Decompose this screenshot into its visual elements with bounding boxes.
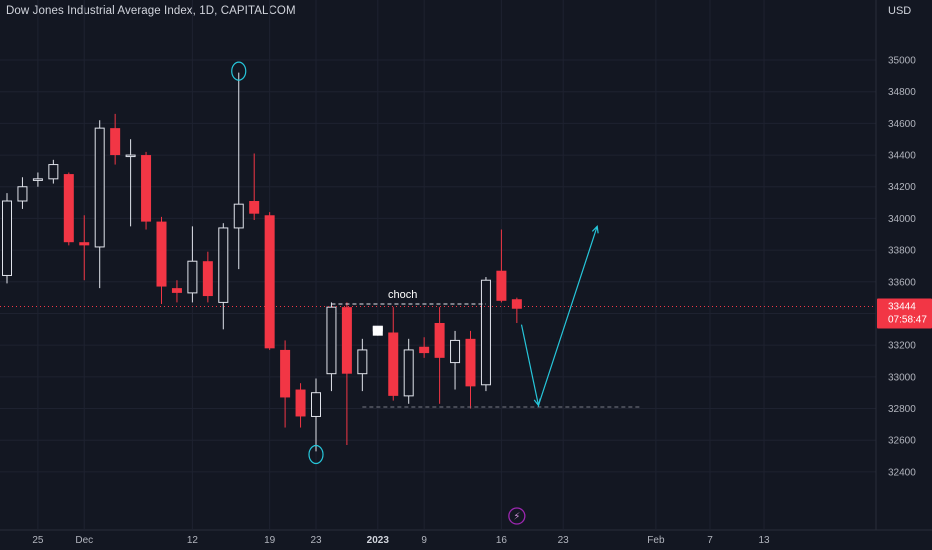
candle-body [511,299,522,309]
candle-body [249,201,260,214]
candle-body [187,260,198,294]
candle-body [171,288,182,293]
event-marker-icon [508,507,526,525]
candle-body [434,322,445,358]
grid [0,0,932,531]
price-tag-countdown: 07:58:47 [888,315,927,326]
candle-body [295,389,306,417]
x-tick-label: 13 [758,535,770,546]
candle-body [264,215,275,349]
candle-body [280,349,291,398]
x-axis: 25 Dec 12 19 23 2023 9 16 23 Feb 7 13 [32,535,770,546]
price-tag-box [877,298,932,329]
candle-body [63,174,74,243]
candle-body [341,307,352,374]
price-tag: 33444 07:58:47 [877,298,932,329]
currency-label: USD [888,5,912,17]
highlight-circle [231,61,247,81]
x-tick-label: 2023 [367,535,390,546]
candle-body [79,242,90,246]
candle-body-marker [372,326,383,336]
y-tick-label: 33600 [888,277,916,288]
candle-body [465,338,476,387]
y-tick-label: 32600 [888,436,916,447]
candle-body [326,306,337,375]
arrow-head-up [591,225,599,234]
projection-arrow [520,226,598,408]
x-tick-label: 23 [558,535,570,546]
price-tag-value: 33444 [888,302,916,313]
x-tick-label: 25 [32,535,44,546]
choch-label: choch [388,289,417,301]
y-tick-label: 32800 [888,404,916,415]
candle-body [388,332,399,396]
candle-body [156,221,167,287]
candle-body [2,200,12,276]
x-tick-label: 23 [310,535,322,546]
y-tick-label: 34800 [888,87,916,98]
x-tick-label: Feb [647,535,665,546]
y-tick-label: 33000 [888,372,916,383]
x-tick-label: 7 [707,535,713,546]
arrow-head-down [533,398,541,407]
candle-body [496,270,507,301]
candle-body [480,279,491,386]
y-tick-label: 33200 [888,341,916,352]
candle-body [233,203,244,229]
x-tick-label: 16 [496,535,508,546]
chart-title: Dow Jones Industrial Average Index, 1D, … [6,5,296,17]
y-tick-label: 34600 [888,119,916,130]
x-tick-label: 12 [187,535,199,546]
y-tick-label: 33800 [888,246,916,257]
candle-body [32,178,43,181]
highlight-circle [308,444,324,465]
candle-body [419,346,430,354]
y-tick-label: 34400 [888,151,916,162]
candle-body [48,164,59,180]
candle-body [141,155,152,222]
candle-body [450,339,461,364]
candle-body [403,349,414,397]
x-tick-label: Dec [75,535,93,546]
y-tick-label: 32400 [888,467,916,478]
y-tick-label: 34000 [888,214,916,225]
y-axis: 3240032600328003300033200334003360033800… [888,56,916,479]
y-tick-label: 34200 [888,182,916,193]
lightning-icon: ⚡ [513,512,520,523]
annotations: choch ⚡ [0,61,876,525]
candle-body [110,128,121,156]
candle-body [311,392,321,417]
candle-body [357,349,368,375]
candle-body [202,261,213,297]
candle-body [94,127,105,248]
x-tick-label: 19 [264,535,276,546]
y-tick-label: 35000 [888,56,916,67]
candle-body [125,154,136,158]
candle-body [218,227,229,303]
candle-body [17,186,28,202]
candles [2,72,522,452]
x-tick-label: 9 [421,535,427,546]
